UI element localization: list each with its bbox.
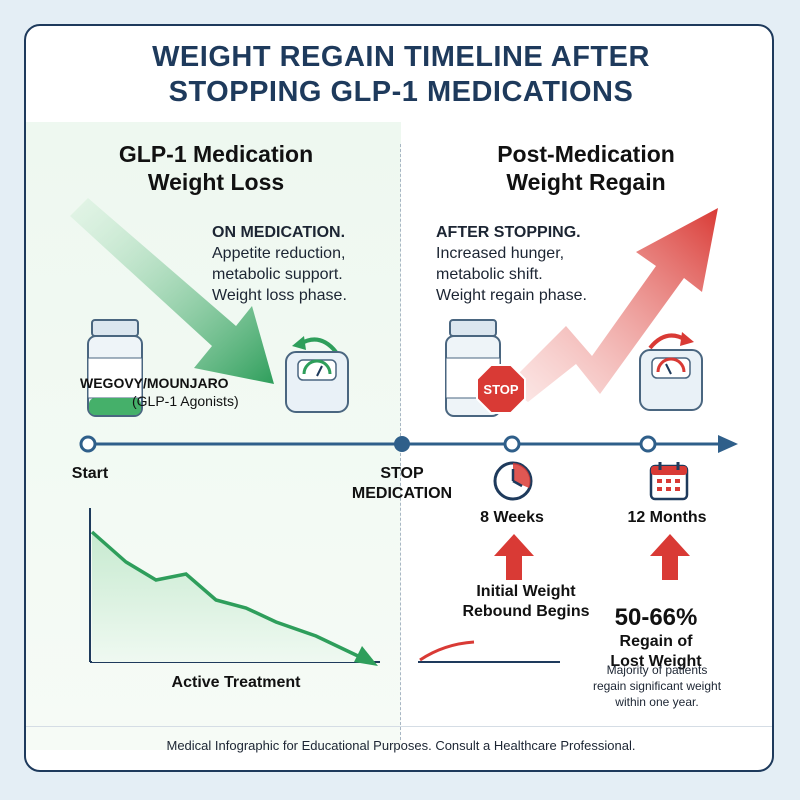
- clock-icon: [493, 461, 533, 501]
- footer-divider: [26, 726, 772, 727]
- rebound-line-1: Initial Weight: [476, 583, 576, 600]
- regain-note: Majority of patients regain significant …: [572, 662, 742, 710]
- note-line-3: within one year.: [615, 695, 699, 709]
- medicine-bottle-icon: [87, 319, 143, 417]
- stop-label-line-1: STOP: [380, 465, 424, 482]
- timeline-arrowhead: [718, 435, 738, 453]
- page-title: WEIGHT REGAIN TIMELINE AFTER STOPPING GL…: [26, 40, 772, 110]
- weight-loss-line: [90, 530, 359, 658]
- infographic-frame: WEIGHT REGAIN TIMELINE AFTER STOPPING GL…: [24, 24, 774, 772]
- rebound-up-arrow-icon: [494, 534, 534, 580]
- right-heading-line-2: Weight Regain: [506, 169, 666, 195]
- chart-caption: Active Treatment: [171, 674, 301, 691]
- weight-regain-arrow-icon: [506, 208, 718, 402]
- title-line-2: STOPPING GLP-1 MEDICATIONS: [168, 76, 634, 108]
- regain-line-2: Lost Weight: [610, 653, 702, 670]
- right-desc-line-3: Weight regain phase.: [436, 287, 587, 304]
- week-label: 8 Weeks: [462, 508, 562, 528]
- chart-area-fill: [92, 532, 356, 662]
- weight-regain-chart: [418, 640, 560, 663]
- left-panel-heading: GLP-1 Medication Weight Loss: [66, 140, 366, 196]
- right-desc-line-2: metabolic shift.: [436, 266, 543, 283]
- left-description: ON MEDICATION. Appetite reduction, metab…: [212, 222, 392, 306]
- left-desc-line-3: Weight loss phase.: [212, 287, 347, 304]
- regain-percent: 50-66%: [614, 604, 698, 631]
- right-description: AFTER STOPPING. Increased hunger, metabo…: [436, 222, 626, 306]
- timeline-start-marker: [79, 435, 97, 453]
- timeline: [79, 435, 738, 453]
- timeline-month-marker: [639, 435, 657, 453]
- right-heading-line-1: Post-Medication: [497, 141, 675, 167]
- regain-curve: [419, 640, 475, 662]
- stop-label-line-2: MEDICATION: [351, 485, 453, 502]
- month-label: 12 Months: [612, 508, 722, 528]
- scale-icon: [285, 351, 349, 413]
- curved-arrow-icon: [648, 332, 694, 350]
- stop-sign-text: STOP: [483, 382, 518, 397]
- rebound-line-2: Rebound Begins: [462, 603, 590, 620]
- left-desc-line-2: metabolic support.: [212, 266, 343, 283]
- left-heading-line-2: Weight Loss: [147, 169, 285, 195]
- left-desc-lead: ON MEDICATION.: [212, 224, 346, 241]
- left-heading-line-1: GLP-1 Medication: [118, 141, 314, 167]
- timeline-start-label: Start: [60, 464, 120, 484]
- regain-stat: 50-66% Regain of Lost Weight: [586, 604, 726, 672]
- stop-sign-icon: STOP: [476, 364, 526, 414]
- month-label-text: 12 Months: [627, 509, 707, 526]
- regain-line-1: Regain of: [619, 633, 693, 650]
- left-desc-line-1: Appetite reduction,: [212, 245, 346, 262]
- weight-loss-arrow-icon: [70, 198, 274, 384]
- timeline-week-marker: [503, 435, 521, 453]
- weight-loss-chart: [89, 508, 380, 666]
- scale-icon: [639, 349, 703, 411]
- drug-name-line-1: WEGOVY/MOUNJARO: [80, 375, 229, 391]
- right-desc-lead: AFTER STOPPING.: [436, 224, 581, 241]
- curved-arrow-icon: [292, 336, 338, 354]
- drug-name-label: WEGOVY/MOUNJARO (GLP-1 Agonists): [80, 374, 280, 410]
- right-desc-line-1: Increased hunger,: [436, 245, 565, 262]
- note-line-1: Majority of patients: [606, 663, 708, 677]
- title-line-1: WEIGHT REGAIN TIMELINE AFTER: [152, 41, 650, 73]
- start-label-text: Start: [71, 465, 109, 482]
- timeline-stop-label: STOP MEDICATION: [332, 464, 472, 504]
- week-label-text: 8 Weeks: [480, 509, 544, 526]
- timeline-stop-marker: [394, 436, 410, 452]
- footer-disclaimer: Medical Infographic for Educational Purp…: [166, 738, 636, 753]
- weight-loss-line-arrowhead: [354, 646, 378, 666]
- right-panel-heading: Post-Medication Weight Regain: [426, 140, 746, 196]
- drug-name-line-2: (GLP-1 Agonists): [132, 393, 239, 409]
- rebound-callout: Initial Weight Rebound Begins: [446, 582, 606, 622]
- calendar-icon: [649, 462, 689, 501]
- note-line-2: regain significant weight: [592, 679, 722, 693]
- regain-up-arrow-icon: [650, 534, 690, 580]
